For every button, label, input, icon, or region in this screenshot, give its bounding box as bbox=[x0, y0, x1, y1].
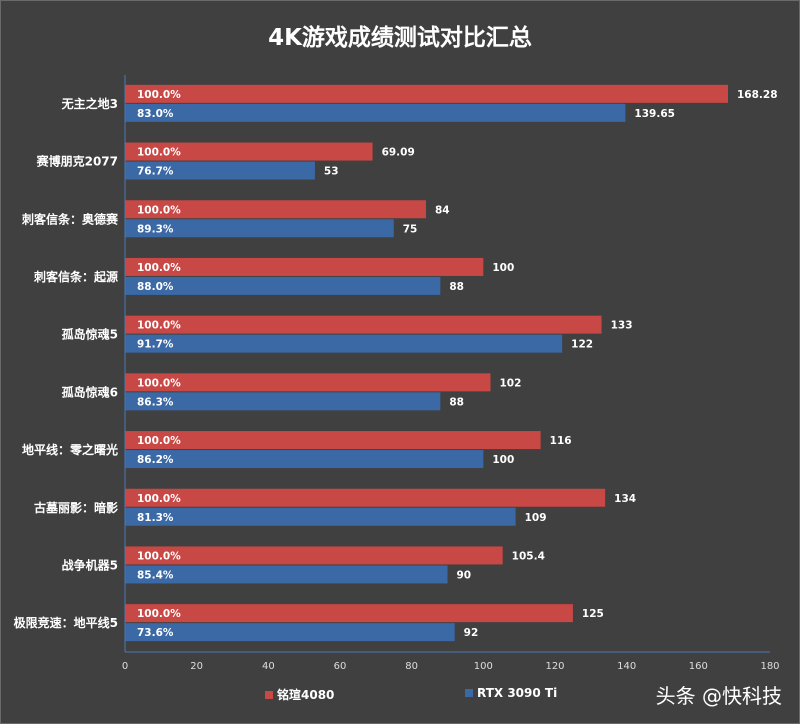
value-label: 84 bbox=[435, 204, 450, 216]
value-label: 88 bbox=[449, 396, 464, 408]
x-tick-label: 100 bbox=[474, 661, 493, 672]
category-label: 无主之地3 bbox=[61, 96, 118, 111]
bar-rtx3090ti bbox=[125, 565, 448, 584]
category-label: 赛博朋克2077 bbox=[36, 154, 118, 169]
x-tick-label: 60 bbox=[334, 661, 347, 672]
value-label: 102 bbox=[500, 377, 522, 389]
value-label: 109 bbox=[525, 512, 547, 524]
percent-label: 100.0% bbox=[137, 550, 181, 562]
value-label: 105.4 bbox=[512, 550, 545, 562]
bar-4080 bbox=[125, 257, 484, 276]
percent-label: 73.6% bbox=[137, 627, 174, 639]
category-label: 战争机器5 bbox=[62, 557, 118, 572]
x-tick-label: 160 bbox=[689, 661, 708, 672]
x-tick-label: 140 bbox=[617, 661, 636, 672]
value-label: 88 bbox=[449, 281, 464, 293]
percent-label: 100.0% bbox=[137, 493, 181, 505]
x-tick-label: 120 bbox=[545, 661, 564, 672]
legend-item-series-1: 铭瑄4080 bbox=[265, 686, 334, 703]
bar-rtx3090ti bbox=[125, 623, 455, 642]
percent-label: 100.0% bbox=[137, 89, 181, 101]
percent-label: 100.0% bbox=[137, 377, 181, 389]
percent-label: 76.7% bbox=[137, 166, 174, 178]
category-label: 极限竞速：地平线5 bbox=[14, 615, 118, 630]
value-label: 90 bbox=[457, 569, 472, 581]
value-label: 116 bbox=[550, 435, 572, 447]
category-label: 刺客信条：奥德赛 bbox=[21, 211, 119, 226]
bar-4080 bbox=[125, 142, 373, 161]
bar-4080 bbox=[125, 546, 503, 565]
bar-4080 bbox=[125, 315, 602, 334]
value-label: 69.09 bbox=[382, 147, 415, 159]
x-tick-label: 40 bbox=[262, 661, 275, 672]
legend-swatch-blue bbox=[465, 689, 473, 697]
bar-4080 bbox=[125, 488, 606, 507]
bar-4080 bbox=[125, 84, 729, 103]
value-label: 92 bbox=[464, 627, 479, 639]
x-tick-label: 80 bbox=[405, 661, 418, 672]
percent-label: 86.3% bbox=[137, 396, 174, 408]
percent-label: 86.2% bbox=[137, 454, 174, 466]
percent-label: 100.0% bbox=[137, 147, 181, 159]
percent-label: 83.0% bbox=[137, 108, 174, 120]
category-label: 古墓丽影：暗影 bbox=[34, 500, 118, 515]
percent-label: 88.0% bbox=[137, 281, 174, 293]
value-label: 139.65 bbox=[634, 108, 675, 120]
bar-rtx3090ti bbox=[125, 103, 626, 122]
percent-label: 100.0% bbox=[137, 435, 181, 447]
percent-label: 85.4% bbox=[137, 569, 174, 581]
bar-rtx3090ti bbox=[125, 161, 315, 180]
value-label: 133 bbox=[611, 320, 633, 332]
value-label: 168.28 bbox=[737, 89, 778, 101]
chart-title: 4K游戏成绩测试对比汇总 bbox=[268, 25, 532, 51]
value-label: 53 bbox=[324, 166, 339, 178]
category-label: 孤岛惊魂5 bbox=[62, 327, 118, 342]
category-label: 孤岛惊魂6 bbox=[62, 384, 118, 399]
bar-rtx3090ti bbox=[125, 450, 484, 469]
percent-label: 91.7% bbox=[137, 339, 174, 351]
bar-rtx3090ti bbox=[125, 276, 441, 295]
legend-swatch-red bbox=[265, 690, 273, 699]
value-label: 125 bbox=[582, 608, 604, 620]
category-label: 刺客信条：起源 bbox=[33, 269, 118, 284]
value-label: 122 bbox=[571, 339, 593, 351]
bar-4080 bbox=[125, 373, 491, 392]
percent-label: 81.3% bbox=[137, 512, 174, 524]
percent-label: 100.0% bbox=[137, 204, 181, 216]
value-label: 100 bbox=[492, 262, 514, 274]
bar-4080 bbox=[125, 200, 426, 219]
legend-label: RTX 3090 Ti bbox=[477, 686, 558, 700]
watermark: 头条 @快科技 bbox=[655, 684, 782, 708]
bar-4080 bbox=[125, 431, 541, 450]
category-label: 地平线：零之曙光 bbox=[22, 442, 118, 457]
x-tick-label: 20 bbox=[190, 661, 203, 672]
percent-label: 100.0% bbox=[137, 608, 181, 620]
bar-4080 bbox=[125, 604, 573, 623]
value-label: 134 bbox=[614, 493, 636, 505]
percent-label: 89.3% bbox=[137, 223, 174, 235]
bar-rtx3090ti bbox=[125, 334, 563, 353]
x-tick-label: 180 bbox=[760, 661, 779, 672]
value-label: 75 bbox=[403, 223, 418, 235]
value-label: 100 bbox=[492, 454, 514, 466]
bar-rtx3090ti bbox=[125, 392, 441, 411]
legend-item-series-2: RTX 3090 Ti bbox=[465, 686, 557, 700]
bar-rtx3090ti bbox=[125, 219, 394, 238]
percent-label: 100.0% bbox=[137, 262, 181, 274]
legend-label: 铭瑄4080 bbox=[277, 688, 335, 702]
percent-label: 100.0% bbox=[137, 320, 181, 332]
bar-rtx3090ti bbox=[125, 507, 516, 526]
x-tick-label: 0 bbox=[122, 661, 128, 672]
